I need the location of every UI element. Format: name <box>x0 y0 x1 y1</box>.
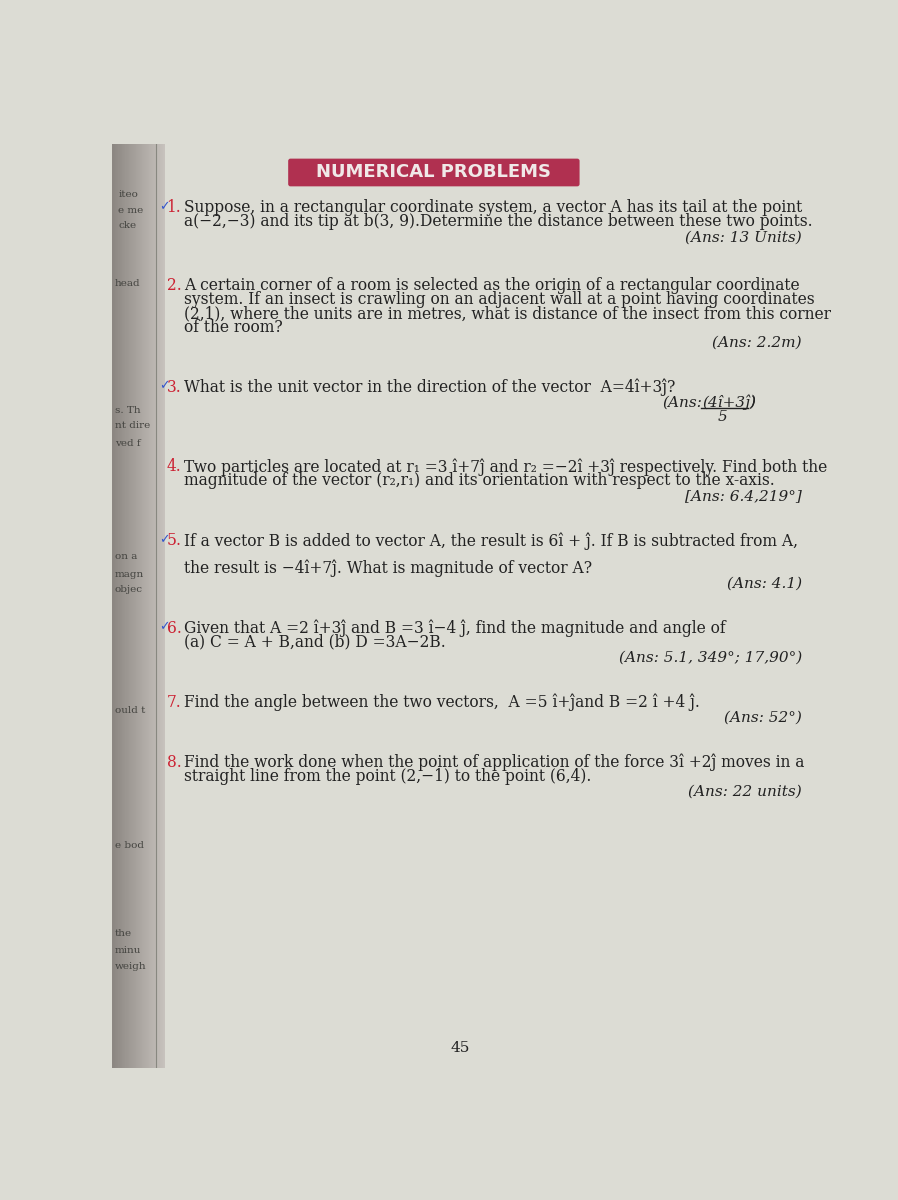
Text: Suppose, in a rectangular coordinate system, a vector A has its tail at the poin: Suppose, in a rectangular coordinate sys… <box>184 199 803 216</box>
Text: 6.: 6. <box>166 620 181 637</box>
Text: 5.: 5. <box>166 532 181 550</box>
Text: a(−2,−3) and its tip at b(3, 9).Determine the distance between these two points.: a(−2,−3) and its tip at b(3, 9).Determin… <box>184 214 813 230</box>
Text: If a vector B is added to vector A, the result is 6î + ĵ. If B is subtracted fro: If a vector B is added to vector A, the … <box>184 532 798 550</box>
Text: ✓: ✓ <box>159 200 169 214</box>
Text: objec: objec <box>115 586 143 594</box>
Text: nt dire: nt dire <box>115 421 150 431</box>
Text: of the room?: of the room? <box>184 319 283 336</box>
Text: (Ans: 13 Units): (Ans: 13 Units) <box>685 230 802 245</box>
Text: minu: minu <box>115 947 141 955</box>
Text: ✓: ✓ <box>159 620 169 634</box>
Text: s. Th: s. Th <box>115 406 140 415</box>
Text: (Ans: 2.2m): (Ans: 2.2m) <box>712 336 802 349</box>
Text: [Ans: 6.4,219°]: [Ans: 6.4,219°] <box>685 488 802 503</box>
Text: Two particles are located at r₁ =3 î+7ĵ and r₂ =−2î +3ĵ respectively. Find both : Two particles are located at r₁ =3 î+7ĵ … <box>184 458 828 475</box>
Text: 8.: 8. <box>166 754 181 770</box>
Text: (Ans: 4.1): (Ans: 4.1) <box>726 577 802 590</box>
Text: weigh: weigh <box>115 961 146 971</box>
Text: cke: cke <box>119 221 136 230</box>
Text: 4.: 4. <box>166 458 181 475</box>
Text: ved f: ved f <box>115 439 140 448</box>
Text: ✓: ✓ <box>159 533 169 546</box>
Text: Find the angle between the two vectors,  A =5 î+ĵand B =2 î +4 ĵ.: Find the angle between the two vectors, … <box>184 694 700 712</box>
Text: ): ) <box>749 395 755 408</box>
Text: magn: magn <box>115 570 144 578</box>
Text: 2.: 2. <box>166 277 181 294</box>
Text: (2,1), where the units are in metres, what is distance of the insect from this c: (2,1), where the units are in metres, wh… <box>184 305 832 322</box>
Text: 1.: 1. <box>166 199 181 216</box>
Text: 3.: 3. <box>166 379 181 396</box>
Text: (a) C = A + B,and (b) D =3A−2B.: (a) C = A + B,and (b) D =3A−2B. <box>184 634 446 650</box>
Text: NUMERICAL PROBLEMS: NUMERICAL PROBLEMS <box>316 163 551 181</box>
Text: 45: 45 <box>451 1042 470 1055</box>
Text: 5: 5 <box>718 409 727 424</box>
Text: (4î+3ĵ): (4î+3ĵ) <box>703 395 757 409</box>
Text: A certain corner of a room is selected as the origin of a rectangular coordinate: A certain corner of a room is selected a… <box>184 277 800 294</box>
Text: ✓: ✓ <box>159 379 169 392</box>
Text: e bod: e bod <box>115 841 144 850</box>
Text: Given that A =2 î+3ĵ and B =3 î−4 ĵ, find the magnitude and angle of: Given that A =2 î+3ĵ and B =3 î−4 ĵ, fin… <box>184 620 726 637</box>
FancyBboxPatch shape <box>288 158 579 186</box>
Text: Find the work done when the point of application of the force 3î +2ĵ moves in a: Find the work done when the point of app… <box>184 754 805 772</box>
Text: (Ans: 22 units): (Ans: 22 units) <box>688 785 802 799</box>
Text: magnitude of the vector (r₂,r₁) and its orientation with respect to the x-axis.: magnitude of the vector (r₂,r₁) and its … <box>184 472 775 490</box>
Text: on a: on a <box>115 552 137 562</box>
Text: (Ans: 52°): (Ans: 52°) <box>724 710 802 725</box>
Text: e me: e me <box>119 205 144 215</box>
Text: 7.: 7. <box>166 694 181 710</box>
Text: the: the <box>115 929 132 938</box>
Text: head: head <box>115 278 140 288</box>
Text: (Ans:: (Ans: <box>663 396 702 409</box>
Text: straight line from the point (2,−1) to the point (6,4).: straight line from the point (2,−1) to t… <box>184 768 592 785</box>
Text: ould t: ould t <box>115 706 145 715</box>
Text: the result is −4î+7ĵ. What is magnitude of vector A?: the result is −4î+7ĵ. What is magnitude … <box>184 559 593 577</box>
Text: (Ans: 5.1, 349°; 17,90°): (Ans: 5.1, 349°; 17,90°) <box>619 650 802 665</box>
Text: What is the unit vector in the direction of the vector  A=4î+3ĵ?: What is the unit vector in the direction… <box>184 379 675 396</box>
Text: system. If an insect is crawling on an adjacent wall at a point having coordinat: system. If an insect is crawling on an a… <box>184 292 815 308</box>
Text: iteo: iteo <box>119 190 138 199</box>
